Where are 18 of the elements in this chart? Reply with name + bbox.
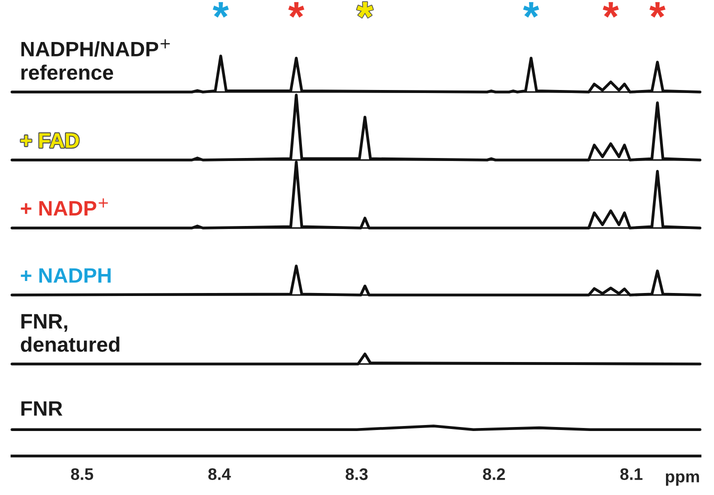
x-tick-label: 8.3 [346, 468, 368, 480]
chart-title: + NADPH [20, 268, 111, 283]
annotation: * [602, 2, 619, 18]
chart-title: NADPH/NADP$^{+}$ reference [21, 39, 170, 80]
x-axis-title: ppm [666, 473, 699, 486]
chart-title: FNR [21, 401, 62, 416]
x-tick-label: 8.4 [208, 468, 231, 480]
text: + FAD [20, 133, 79, 148]
x-tick-label: 8.2 [482, 468, 505, 480]
text: + NADP$^{+}$ [20, 198, 108, 216]
annotation: * [356, 2, 373, 18]
annotation: * [212, 2, 229, 18]
chart-title: FNR, denatured [20, 314, 120, 352]
annotation: * [649, 2, 666, 18]
x-tick-label: 8.5 [70, 468, 94, 480]
annotation: * [288, 2, 304, 18]
annotation: * [523, 2, 540, 18]
x-tick-label: 8.1 [620, 468, 642, 480]
